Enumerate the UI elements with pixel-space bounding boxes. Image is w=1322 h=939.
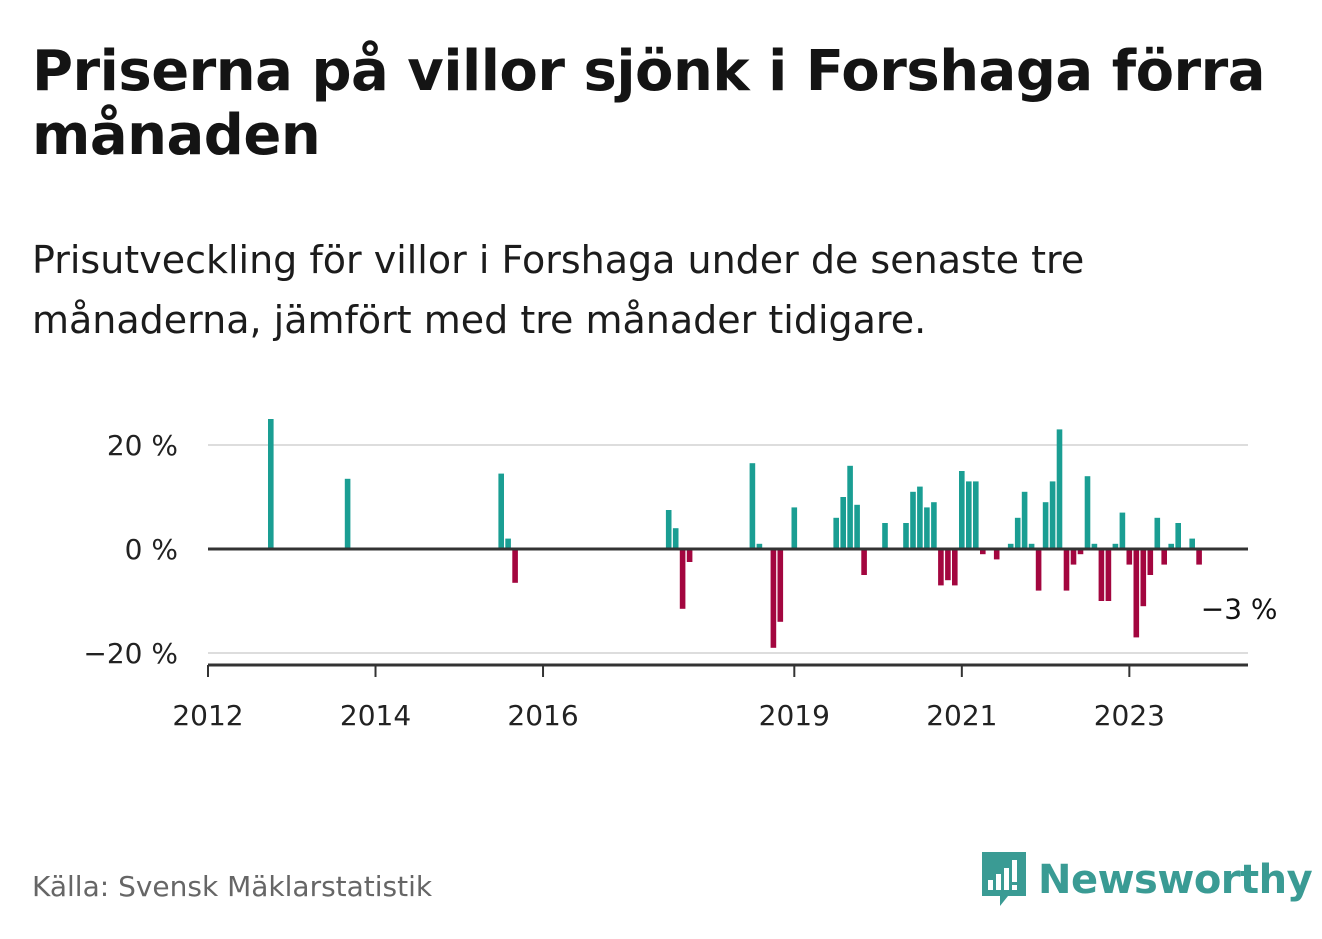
- bar: [938, 549, 944, 586]
- bar: [973, 481, 979, 549]
- bar: [924, 507, 930, 549]
- bar-chart: 20 % 0 % −20 % 2012 2014 2016 2019 2021 2023 −3…: [83, 419, 1278, 732]
- bar: [910, 491, 916, 549]
- bar: [1021, 491, 1028, 549]
- gridlines: [208, 444, 1248, 654]
- x-tick-label: 2021: [926, 699, 997, 732]
- bar: [665, 510, 672, 549]
- bar: [952, 549, 958, 586]
- bar: [1007, 543, 1014, 549]
- bar: [980, 549, 986, 555]
- x-tick-label: 2012: [172, 699, 243, 732]
- bar: [770, 549, 777, 648]
- bar: [512, 549, 518, 583]
- bar: [903, 523, 909, 549]
- x-tick-label: 2014: [340, 699, 411, 732]
- bar: [1147, 549, 1154, 575]
- bar: [945, 549, 951, 581]
- bar: [1056, 429, 1063, 549]
- bar: [1105, 549, 1112, 601]
- bar: [1175, 523, 1181, 549]
- bar: [1077, 549, 1084, 555]
- bar: [1063, 549, 1070, 591]
- bar: [1098, 549, 1105, 601]
- bar: [749, 463, 756, 549]
- source-note: Källa: Svensk Mäklarstatistik: [32, 870, 433, 903]
- bar: [1140, 549, 1147, 607]
- x-tick-label: 2023: [1094, 699, 1165, 732]
- bar: [686, 549, 693, 562]
- bar: [777, 549, 784, 622]
- x-tick-label: 2016: [507, 699, 578, 732]
- bar: [1161, 549, 1167, 565]
- bar-chart-speech-bubble-icon: [982, 852, 1026, 906]
- bar: [1133, 549, 1140, 638]
- bar: [959, 471, 965, 549]
- bar: [833, 517, 839, 549]
- bar: [1035, 549, 1042, 591]
- bar: [840, 497, 846, 549]
- bar: [1196, 549, 1202, 565]
- bar: [847, 465, 853, 549]
- bars: [268, 419, 1202, 648]
- bar: [1042, 502, 1049, 549]
- bar: [505, 538, 511, 549]
- bar: [1084, 476, 1091, 549]
- bar: [1091, 543, 1098, 549]
- y-tick-label: −20 %: [83, 637, 178, 670]
- bar: [1119, 512, 1126, 549]
- bar: [931, 502, 937, 549]
- x-axis-ticks: 2012 2014 2016 2019 2021 2023: [172, 665, 1165, 732]
- bar: [679, 549, 686, 609]
- bar: [1028, 543, 1035, 549]
- y-tick-label: 0 %: [125, 533, 178, 566]
- y-tick-label: 20 %: [107, 429, 178, 462]
- bar: [1168, 543, 1174, 549]
- bar: [1014, 517, 1021, 549]
- bar: [1049, 481, 1056, 549]
- chart-subtitle: Prisutveckling för villor i Forshaga und…: [32, 238, 1085, 342]
- bar: [1070, 549, 1077, 565]
- bar: [344, 478, 351, 549]
- bar: [791, 507, 798, 549]
- bar: [966, 481, 972, 549]
- bar: [1154, 517, 1161, 549]
- bar: [672, 528, 679, 549]
- bar: [917, 486, 923, 549]
- bar: [756, 543, 763, 549]
- last-value-annotation: −3 %: [1201, 593, 1278, 626]
- bar: [498, 473, 504, 549]
- y-axis-ticks: 20 % 0 % −20 %: [83, 429, 178, 670]
- bar: [268, 419, 274, 549]
- bar: [1126, 549, 1133, 565]
- chart-title: Priserna på villor sjönk i Forshaga förr…: [32, 39, 1266, 168]
- bar: [993, 549, 1000, 560]
- x-tick-label: 2019: [759, 699, 830, 732]
- brand-name: Newsworthy: [1038, 857, 1313, 903]
- bar: [882, 523, 888, 549]
- bar: [1189, 538, 1195, 549]
- bar: [1112, 543, 1119, 549]
- bar: [861, 549, 867, 575]
- bar: [854, 504, 860, 549]
- brand-logo: Newsworthy: [980, 850, 1313, 910]
